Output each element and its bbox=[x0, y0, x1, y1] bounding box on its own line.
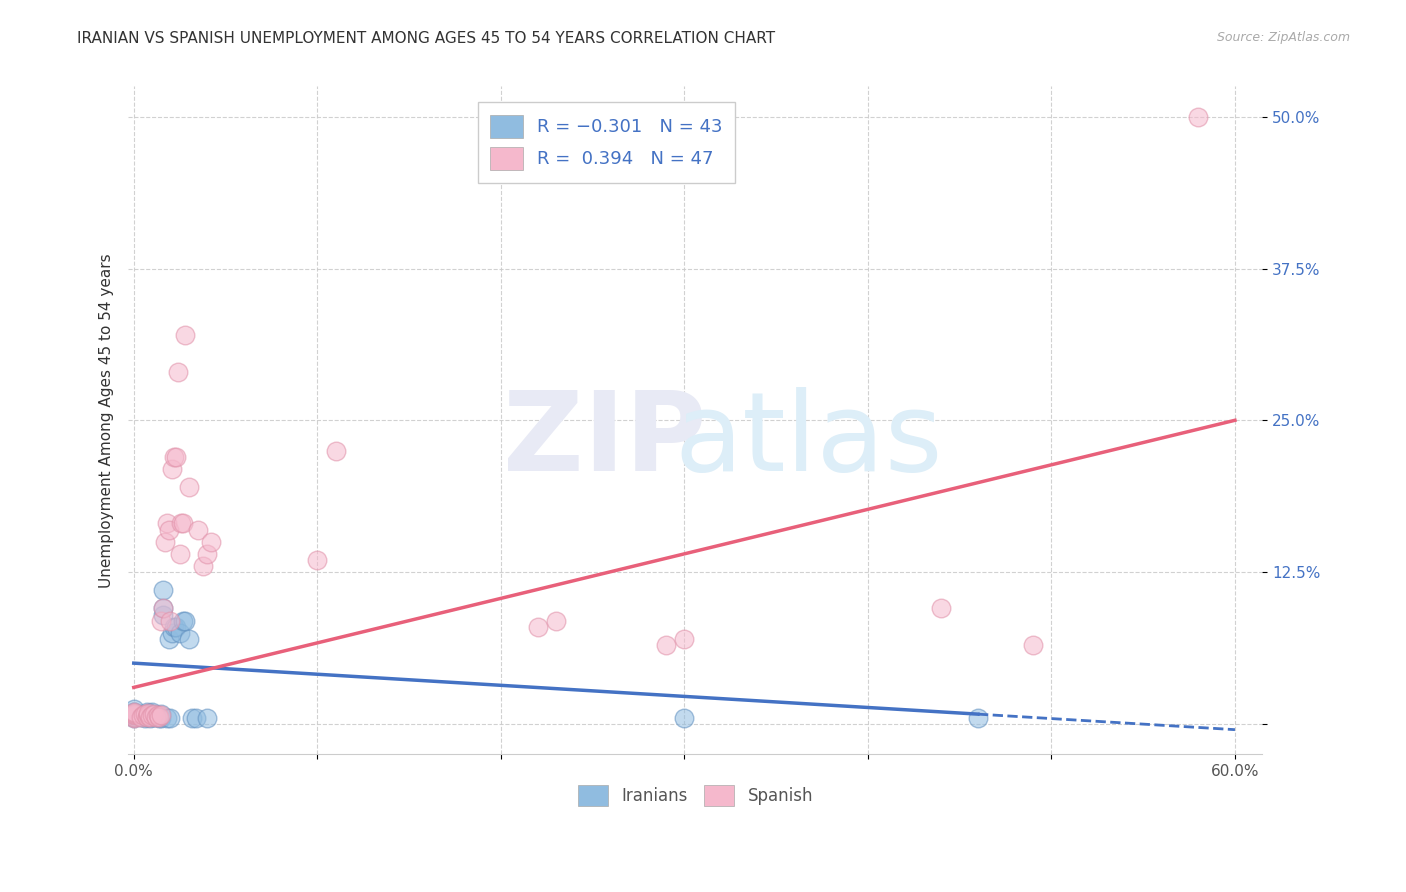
Point bbox=[139, 709, 162, 723]
Point bbox=[156, 711, 179, 725]
Y-axis label: Unemployment Among Ages 45 to 54 years: Unemployment Among Ages 45 to 54 years bbox=[100, 253, 114, 588]
Point bbox=[152, 583, 174, 598]
Point bbox=[141, 709, 163, 723]
Point bbox=[165, 450, 187, 464]
Point bbox=[152, 601, 174, 615]
Point bbox=[195, 547, 218, 561]
Point bbox=[1022, 638, 1045, 652]
Point bbox=[148, 711, 170, 725]
Point bbox=[122, 705, 145, 719]
Point bbox=[163, 450, 186, 464]
Point bbox=[146, 709, 169, 723]
Point bbox=[122, 709, 145, 723]
Point bbox=[193, 559, 215, 574]
Point bbox=[156, 516, 179, 531]
Point bbox=[929, 601, 952, 615]
Point bbox=[673, 711, 696, 725]
Point bbox=[159, 711, 181, 725]
Point bbox=[181, 711, 204, 725]
Point bbox=[139, 706, 162, 720]
Point bbox=[307, 553, 329, 567]
Point bbox=[177, 632, 200, 646]
Point bbox=[122, 707, 145, 722]
Point bbox=[1187, 110, 1209, 124]
Point bbox=[166, 365, 188, 379]
Point bbox=[162, 625, 184, 640]
Text: ZIP: ZIP bbox=[503, 387, 706, 494]
Point bbox=[186, 711, 208, 725]
Point bbox=[122, 705, 145, 719]
Point bbox=[122, 711, 145, 725]
Text: IRANIAN VS SPANISH UNEMPLOYMENT AMONG AGES 45 TO 54 YEARS CORRELATION CHART: IRANIAN VS SPANISH UNEMPLOYMENT AMONG AG… bbox=[77, 31, 776, 46]
Point bbox=[177, 480, 200, 494]
Point bbox=[122, 707, 145, 722]
Point bbox=[142, 709, 165, 723]
Point bbox=[122, 708, 145, 723]
Point bbox=[135, 705, 157, 719]
Point bbox=[150, 614, 173, 628]
Point bbox=[195, 711, 218, 725]
Point bbox=[134, 707, 156, 722]
Legend: Iranians, Spanish: Iranians, Spanish bbox=[571, 778, 820, 813]
Point bbox=[159, 614, 181, 628]
Point bbox=[172, 614, 194, 628]
Point bbox=[142, 707, 165, 722]
Point bbox=[145, 709, 167, 723]
Point bbox=[325, 443, 347, 458]
Point bbox=[134, 707, 156, 722]
Point bbox=[526, 620, 548, 634]
Point bbox=[132, 708, 155, 723]
Point bbox=[132, 708, 155, 723]
Point bbox=[150, 708, 173, 723]
Point bbox=[169, 547, 191, 561]
Point bbox=[153, 534, 176, 549]
Point bbox=[122, 706, 145, 720]
Text: atlas: atlas bbox=[675, 387, 943, 494]
Point bbox=[174, 614, 197, 628]
Point bbox=[152, 607, 174, 622]
Point bbox=[150, 707, 173, 722]
Point bbox=[122, 702, 145, 716]
Point bbox=[122, 708, 145, 723]
Point bbox=[146, 708, 169, 723]
Point bbox=[139, 711, 162, 725]
Point bbox=[673, 632, 696, 646]
Point bbox=[172, 516, 194, 531]
Point bbox=[135, 709, 157, 723]
Point bbox=[122, 705, 145, 719]
Point bbox=[145, 708, 167, 723]
Point bbox=[655, 638, 678, 652]
Point bbox=[170, 516, 193, 531]
Point bbox=[122, 711, 145, 725]
Point bbox=[141, 705, 163, 719]
Point bbox=[152, 601, 174, 615]
Point bbox=[169, 625, 191, 640]
Point bbox=[174, 328, 197, 343]
Point bbox=[135, 707, 157, 722]
Point bbox=[544, 614, 567, 628]
Point bbox=[967, 711, 990, 725]
Point bbox=[150, 711, 173, 725]
Point bbox=[122, 709, 145, 723]
Point bbox=[163, 620, 186, 634]
Point bbox=[135, 709, 157, 723]
Point bbox=[148, 709, 170, 723]
Point bbox=[122, 708, 145, 723]
Point bbox=[138, 708, 160, 723]
Point bbox=[134, 711, 156, 725]
Point bbox=[138, 706, 160, 720]
Point bbox=[157, 523, 180, 537]
Point bbox=[200, 534, 222, 549]
Point bbox=[129, 709, 152, 723]
Point bbox=[141, 708, 163, 723]
Point bbox=[162, 462, 184, 476]
Point bbox=[187, 523, 209, 537]
Point bbox=[129, 709, 152, 723]
Point bbox=[165, 620, 187, 634]
Point bbox=[157, 632, 180, 646]
Text: Source: ZipAtlas.com: Source: ZipAtlas.com bbox=[1216, 31, 1350, 45]
